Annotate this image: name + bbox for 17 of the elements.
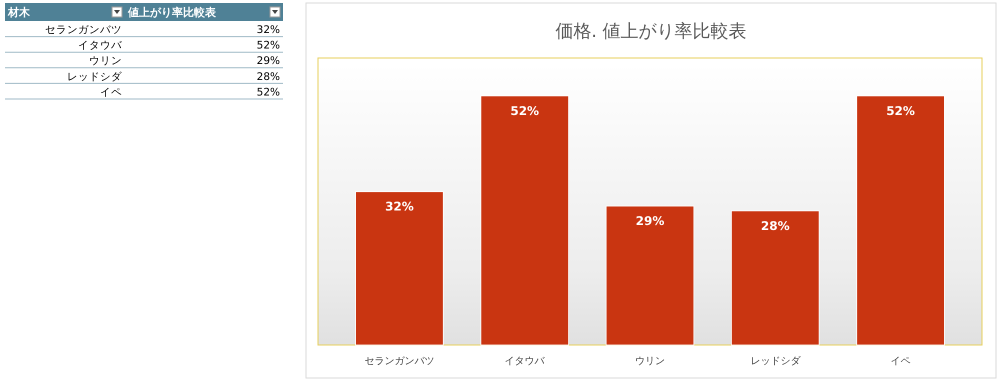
bar xyxy=(480,95,569,346)
bar xyxy=(355,191,444,346)
x-tick-label: イペ xyxy=(890,356,911,368)
data-label: 28% xyxy=(760,218,790,233)
x-tick-label: ウリン xyxy=(635,356,665,368)
data-label: 52% xyxy=(510,104,540,118)
bar xyxy=(856,95,945,346)
data-table: 材木 値上がり率比較表 セランガンバツ 32% イタウバ 52% ウリン 29% レッドシダ 28% イペ 52% xyxy=(4,3,284,100)
data-label: 52% xyxy=(886,104,915,118)
bar xyxy=(606,206,694,346)
x-tick-label: イタウバ xyxy=(504,356,546,368)
chart-title: 価格. 値上がり率比較表 xyxy=(555,21,747,42)
x-tick-label: セランガンバツ xyxy=(364,356,434,368)
data-label: 29% xyxy=(636,214,664,228)
bar xyxy=(731,210,820,346)
data-label: 32% xyxy=(385,200,414,214)
x-tick-label: レッドシダ xyxy=(750,355,802,368)
